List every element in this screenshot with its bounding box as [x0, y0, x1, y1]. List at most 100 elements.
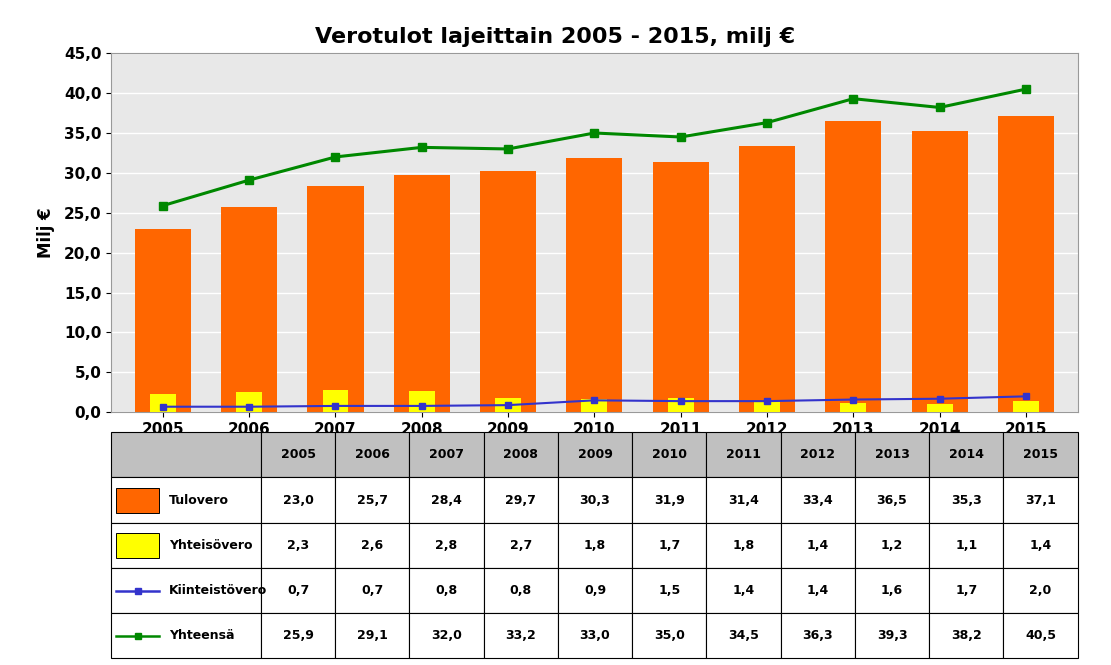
Bar [781, 432, 855, 477]
Text: 2,3: 2,3 [287, 539, 309, 552]
Text: 2006: 2006 [354, 448, 390, 462]
Bar [929, 477, 1003, 523]
Bar [668, 398, 693, 412]
Text: 2,7: 2,7 [510, 539, 532, 552]
Bar [261, 523, 336, 568]
Bar [632, 613, 707, 658]
Bar [116, 487, 160, 513]
Bar [632, 477, 707, 523]
Text: 30,3: 30,3 [580, 493, 610, 507]
Text: 1,7: 1,7 [955, 584, 978, 597]
Bar [855, 432, 929, 477]
Text: 2013: 2013 [874, 448, 910, 462]
Bar [558, 432, 632, 477]
Bar [929, 432, 1003, 477]
Text: 28,4: 28,4 [431, 493, 462, 507]
Bar [781, 568, 855, 613]
Text: 25,9: 25,9 [282, 629, 313, 642]
Bar [111, 523, 261, 568]
Text: 39,3: 39,3 [877, 629, 908, 642]
Text: 35,3: 35,3 [951, 493, 982, 507]
Bar [632, 432, 707, 477]
Bar [781, 523, 855, 568]
Bar [707, 613, 781, 658]
Text: 1,5: 1,5 [658, 584, 680, 597]
Bar [998, 116, 1054, 412]
Bar [567, 158, 622, 412]
Text: 36,5: 36,5 [877, 493, 908, 507]
Text: 38,2: 38,2 [951, 629, 982, 642]
Text: 1,6: 1,6 [881, 584, 903, 597]
Bar [855, 477, 929, 523]
Bar [707, 523, 781, 568]
Bar [581, 399, 608, 412]
Text: 1,8: 1,8 [584, 539, 607, 552]
Bar [825, 121, 881, 412]
Text: 33,4: 33,4 [802, 493, 833, 507]
Text: 25,7: 25,7 [357, 493, 388, 507]
Bar [409, 391, 434, 412]
Text: 2012: 2012 [800, 448, 835, 462]
Text: 29,1: 29,1 [357, 629, 388, 642]
Bar [1003, 432, 1078, 477]
Bar [1003, 477, 1078, 523]
Text: 1,4: 1,4 [807, 584, 829, 597]
Text: Yhteensä: Yhteensä [169, 629, 234, 642]
Bar [134, 229, 191, 412]
Text: 31,9: 31,9 [654, 493, 684, 507]
Bar [483, 568, 558, 613]
Bar [754, 401, 780, 412]
Bar [558, 477, 632, 523]
Bar [111, 432, 261, 477]
Text: Verotulot lajeittain 2005 - 2015, milj €: Verotulot lajeittain 2005 - 2015, milj € [316, 27, 795, 47]
Text: 2010: 2010 [652, 448, 687, 462]
Bar [116, 533, 160, 558]
Bar [261, 477, 336, 523]
Bar [929, 568, 1003, 613]
Bar [483, 613, 558, 658]
Text: 2,0: 2,0 [1030, 584, 1052, 597]
Bar [840, 403, 867, 412]
Bar [393, 176, 450, 412]
Bar [483, 523, 558, 568]
Text: 1,4: 1,4 [1030, 539, 1052, 552]
Bar [1003, 568, 1078, 613]
Text: Kiinteistövero: Kiinteistövero [169, 584, 268, 597]
Bar [781, 613, 855, 658]
Bar [558, 613, 632, 658]
Bar [410, 523, 483, 568]
Text: 0,7: 0,7 [287, 584, 309, 597]
Bar [308, 186, 363, 412]
Bar [632, 568, 707, 613]
Bar [336, 432, 410, 477]
Bar [410, 568, 483, 613]
Text: 0,7: 0,7 [361, 584, 383, 597]
Text: 2011: 2011 [727, 448, 761, 462]
Text: 33,2: 33,2 [506, 629, 537, 642]
Bar [855, 613, 929, 658]
Bar [336, 568, 410, 613]
Text: 36,3: 36,3 [802, 629, 833, 642]
Text: 0,8: 0,8 [510, 584, 532, 597]
Text: 0,9: 0,9 [584, 584, 607, 597]
Text: 34,5: 34,5 [728, 629, 759, 642]
Bar [496, 398, 521, 412]
Text: 2015: 2015 [1023, 448, 1058, 462]
Bar [929, 613, 1003, 658]
Text: 2005: 2005 [281, 448, 316, 462]
Bar [707, 568, 781, 613]
Bar [1003, 523, 1078, 568]
Bar [261, 568, 336, 613]
Bar [739, 146, 795, 412]
Text: 2,8: 2,8 [436, 539, 458, 552]
Bar [632, 523, 707, 568]
Bar [855, 568, 929, 613]
Text: 32,0: 32,0 [431, 629, 462, 642]
Bar [855, 523, 929, 568]
Bar [111, 613, 261, 658]
Text: 2008: 2008 [503, 448, 538, 462]
Bar [781, 477, 855, 523]
Bar [221, 207, 278, 412]
Text: 2014: 2014 [949, 448, 984, 462]
Bar [322, 390, 349, 412]
